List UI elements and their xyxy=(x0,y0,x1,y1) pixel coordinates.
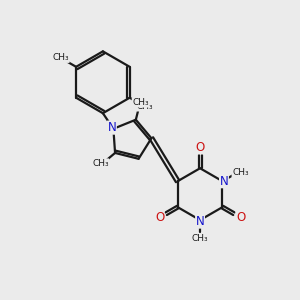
Text: CH₃: CH₃ xyxy=(132,98,149,107)
Text: CH₃: CH₃ xyxy=(92,159,109,168)
Text: O: O xyxy=(236,211,245,224)
Text: CH₃: CH₃ xyxy=(232,168,249,177)
Text: N: N xyxy=(220,175,228,188)
Text: CH₃: CH₃ xyxy=(52,53,69,62)
Text: O: O xyxy=(155,211,164,224)
Text: CH₃: CH₃ xyxy=(137,102,153,111)
Text: O: O xyxy=(195,141,205,154)
Text: N: N xyxy=(196,215,204,228)
Text: N: N xyxy=(107,121,116,134)
Text: CH₃: CH₃ xyxy=(192,234,208,243)
